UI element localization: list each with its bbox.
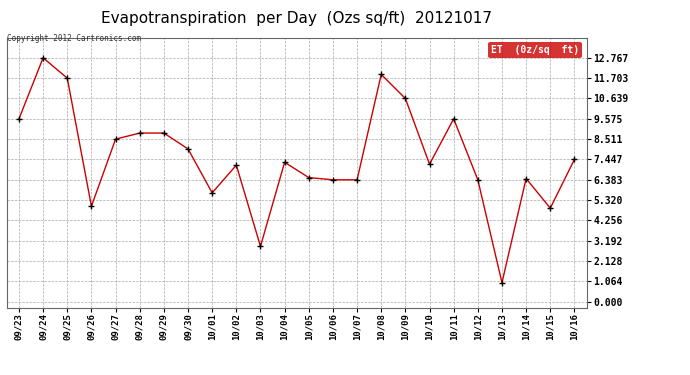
Text: Evapotranspiration  per Day  (Ozs sq/ft)  20121017: Evapotranspiration per Day (Ozs sq/ft) 2…: [101, 11, 492, 26]
Legend: ET  (0z/sq  ft): ET (0z/sq ft): [488, 42, 582, 58]
Text: Copyright 2012 Cartronics.com: Copyright 2012 Cartronics.com: [7, 34, 141, 43]
